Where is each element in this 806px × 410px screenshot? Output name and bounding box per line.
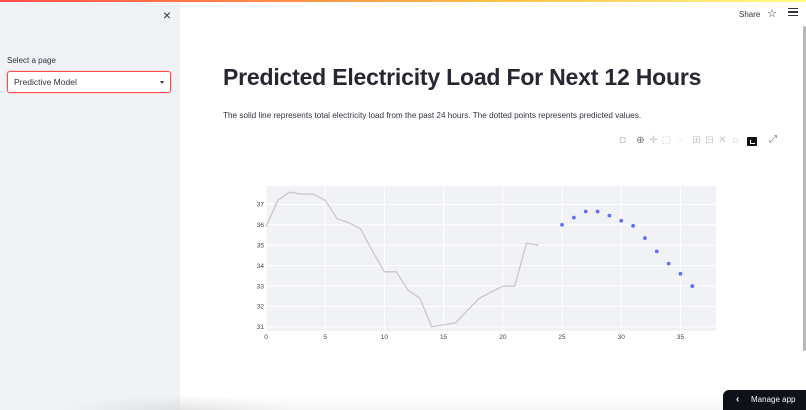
y-tick-label: 31 xyxy=(257,324,265,331)
predicted-point[interactable] xyxy=(643,236,647,240)
plot-area[interactable] xyxy=(266,186,716,331)
x-tick-label: 30 xyxy=(618,334,626,341)
predicted-point[interactable] xyxy=(654,249,659,254)
gridlines xyxy=(265,186,716,331)
bottom-fade xyxy=(180,395,723,410)
header-decoration-bar xyxy=(0,0,806,2)
page-title: Predicted Electricity Load For Next 12 H… xyxy=(223,64,702,90)
vertical-scrollbar[interactable] xyxy=(803,26,806,351)
predicted-point[interactable] xyxy=(607,213,612,218)
plotly-logo-icon[interactable] xyxy=(747,137,757,146)
y-tick-label: 34 xyxy=(257,263,265,270)
x-axis-ticks: 0 5 10 15 20 25 30 35 xyxy=(264,334,684,341)
chart-description: The solid line represents total electric… xyxy=(223,111,642,120)
x-tick-label: 25 xyxy=(558,334,566,341)
select-page-label: Select a page xyxy=(7,56,56,65)
sidebar: × Select a page Predictive Model xyxy=(0,0,300,410)
predicted-point[interactable] xyxy=(631,223,636,228)
lasso-select-icon[interactable]: ◌ xyxy=(676,135,683,146)
actual-load-line[interactable] xyxy=(265,191,539,328)
electricity-load-chart[interactable]: 0 5 10 15 20 25 30 35 31 32 33 34 35 36 37 xyxy=(240,180,730,350)
hamburger-menu-icon[interactable] xyxy=(788,8,798,18)
predicted-point[interactable] xyxy=(560,222,564,227)
x-tick-label: 0 xyxy=(264,334,268,341)
y-axis-ticks: 31 32 33 34 35 36 37 xyxy=(257,202,265,332)
box-select-icon[interactable]: ⬚ xyxy=(661,135,672,146)
x-tick-label: 20 xyxy=(499,334,507,341)
x-tick-label: 15 xyxy=(440,334,448,341)
zoom-in-icon[interactable]: ⊞ xyxy=(692,135,701,146)
chevron-left-icon: ‹ xyxy=(736,394,740,405)
zoom-icon[interactable]: ⊕ xyxy=(636,135,645,146)
predicted-point[interactable] xyxy=(678,271,683,276)
page-select-value: Predictive Model xyxy=(14,77,77,87)
predicted-point[interactable] xyxy=(583,209,588,214)
autoscale-icon[interactable]: ✕ xyxy=(718,135,727,146)
camera-icon[interactable]: ◘ xyxy=(619,135,626,146)
share-button[interactable]: Share xyxy=(739,10,761,19)
manage-app-label: Manage app xyxy=(751,395,796,404)
y-tick-label: 36 xyxy=(257,222,265,229)
star-icon[interactable]: ☆ xyxy=(767,8,777,20)
x-tick-label: 35 xyxy=(677,334,685,341)
y-tick-label: 37 xyxy=(257,202,265,209)
x-tick-label: 5 xyxy=(323,334,327,341)
close-sidebar-icon[interactable]: × xyxy=(162,7,172,23)
pan-icon[interactable]: ✛ xyxy=(649,135,658,146)
zoom-out-icon[interactable]: ⊟ xyxy=(705,135,714,146)
reset-axes-icon[interactable]: ⌂ xyxy=(732,135,739,146)
chevron-down-icon xyxy=(160,81,164,84)
y-tick-label: 32 xyxy=(257,304,265,311)
page-select-dropdown[interactable]: Predictive Model xyxy=(7,71,171,93)
predicted-point[interactable] xyxy=(666,261,671,266)
x-tick-label: 10 xyxy=(381,334,389,341)
predicted-point[interactable] xyxy=(571,215,576,220)
predicted-point[interactable] xyxy=(690,284,695,288)
fullscreen-expand-icon[interactable]: ⤢ xyxy=(769,134,777,145)
sidebar-shadow xyxy=(60,395,300,410)
manage-app-button[interactable]: ‹ Manage app xyxy=(723,390,806,410)
predicted-point[interactable] xyxy=(619,218,624,223)
predicted-point[interactable] xyxy=(595,209,600,214)
y-tick-label: 35 xyxy=(257,242,265,249)
predicted-points[interactable] xyxy=(560,209,695,288)
y-tick-label: 33 xyxy=(257,283,265,290)
